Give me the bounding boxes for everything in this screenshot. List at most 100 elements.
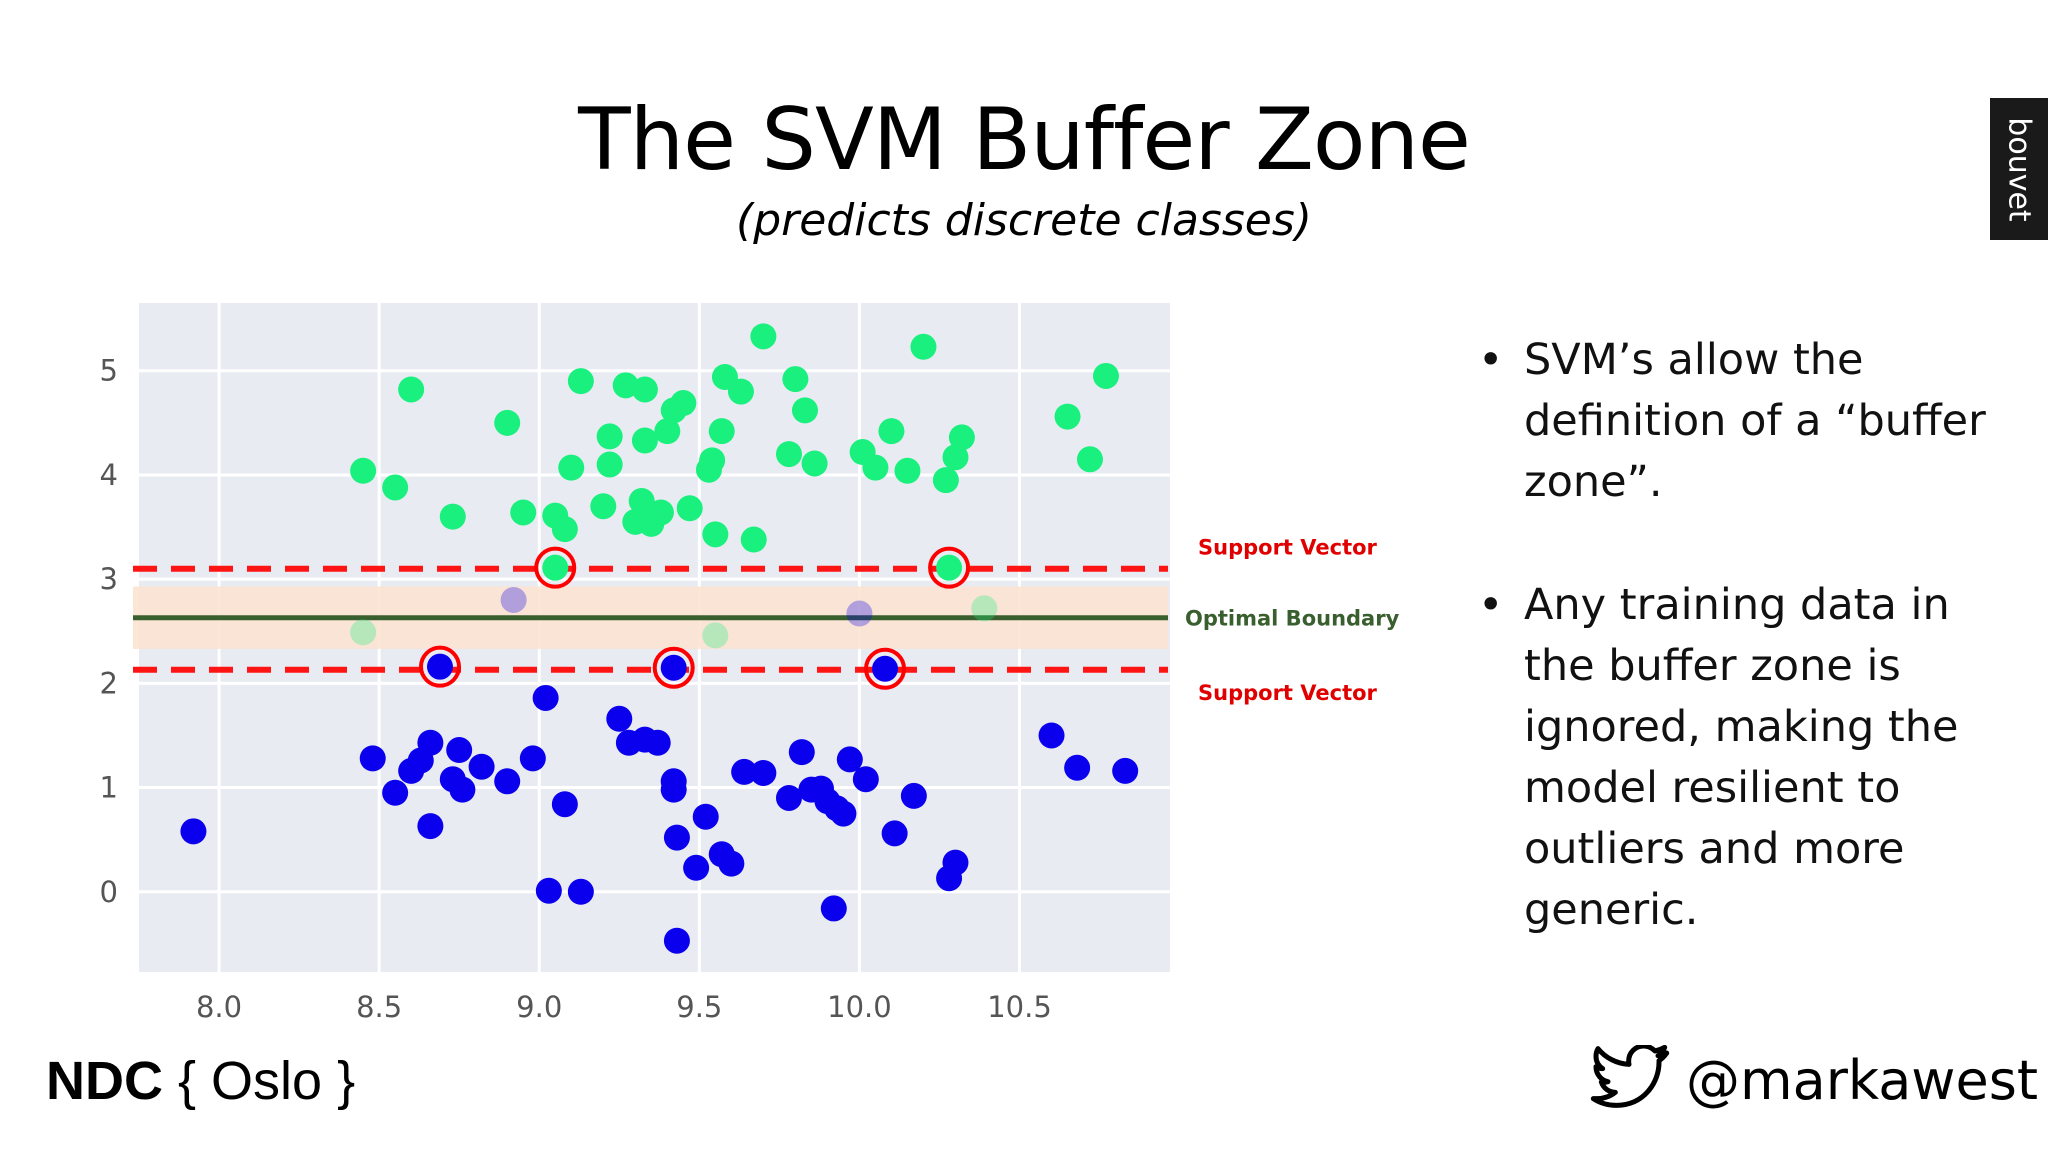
data-points xyxy=(180,323,1139,954)
upper-class-point xyxy=(567,368,594,395)
lower-class-point xyxy=(382,779,409,806)
upper-class-point xyxy=(628,487,655,514)
upper-class-point xyxy=(740,526,767,553)
lower-class-point xyxy=(830,800,857,827)
upper-class-point xyxy=(942,444,969,471)
upper-class-point xyxy=(1054,403,1081,430)
lower-class-point xyxy=(750,759,777,786)
support-vector-ring xyxy=(928,546,971,589)
support-vector-point xyxy=(542,554,569,581)
slide-subtitle: (predicts discrete classes) xyxy=(736,195,1312,246)
bullet-list: SVM’s allow the definition of a “buffer … xyxy=(1470,330,2010,1003)
upper-class-point xyxy=(862,454,889,481)
upper-class-point xyxy=(439,503,466,530)
lower-class-point xyxy=(852,766,879,793)
lower-class-point xyxy=(417,813,444,840)
upper-class-point xyxy=(727,378,754,405)
upper-class-point xyxy=(670,390,697,417)
lower-class-point xyxy=(718,850,745,877)
twitter-bird-icon xyxy=(1590,1045,1670,1108)
lower-class-point xyxy=(683,854,710,881)
upper-class-point xyxy=(782,366,809,393)
y-tick-label: 1 xyxy=(100,771,118,805)
lower-class-point xyxy=(820,895,847,922)
y-tick-label: 5 xyxy=(100,354,118,388)
support-vector-point xyxy=(872,655,899,682)
upper-class-point xyxy=(510,499,537,526)
lower-class-point xyxy=(663,927,690,954)
upper-class-point xyxy=(350,457,377,484)
lower-class-point xyxy=(468,753,495,780)
upper-class-point xyxy=(801,450,828,477)
lower-class-point xyxy=(881,820,908,847)
tick-labels: 8.0 8.5 9.0 9.5 10.0 10.5 0 1 2 3 4 5 xyxy=(100,354,1052,1024)
lower-class-point xyxy=(692,803,719,830)
lower-class-point xyxy=(532,684,559,711)
buffer-zone-point xyxy=(350,619,377,646)
buffer-zone-point xyxy=(500,586,527,613)
support-vector-ring xyxy=(652,646,695,689)
lower-class-point xyxy=(788,739,815,766)
lower-class-point xyxy=(494,768,521,795)
x-tick-label: 9.0 xyxy=(516,990,562,1024)
lower-class-point xyxy=(446,737,473,764)
upper-class-point xyxy=(948,424,975,451)
upper-class-point xyxy=(596,451,623,478)
upper-class-point xyxy=(676,495,703,522)
upper-class-point xyxy=(750,323,777,350)
upper-class-point xyxy=(654,418,681,445)
upper-class-point xyxy=(699,447,726,474)
upper-class-point xyxy=(775,441,802,468)
y-tick-label: 2 xyxy=(100,666,118,700)
bullet-item: Any training data in the buffer zone is … xyxy=(1470,575,2010,941)
upper-class-point xyxy=(1092,362,1119,389)
buffer-zone-point xyxy=(846,600,873,627)
lower-class-point xyxy=(942,849,969,876)
buffer-zone-point xyxy=(702,622,729,649)
x-tick-label: 8.0 xyxy=(196,990,242,1024)
x-tick-label: 10.5 xyxy=(987,990,1052,1024)
support-vector-point xyxy=(936,554,963,581)
buffer-zone-point xyxy=(971,595,998,622)
upper-class-point xyxy=(708,418,735,445)
lower-class-point xyxy=(1112,757,1139,784)
brand-tab: bouvet xyxy=(1990,98,2048,240)
support-vector-label: Support Vector xyxy=(1198,681,1378,705)
support-vector-point xyxy=(660,654,687,681)
upper-class-point xyxy=(590,493,617,520)
slide-title: The SVM Buffer Zone xyxy=(578,90,1471,190)
upper-class-point xyxy=(631,376,658,403)
upper-class-point xyxy=(702,521,729,548)
logo-oslo: { Oslo } xyxy=(178,1051,356,1111)
lower-class-point xyxy=(900,782,927,809)
lower-class-point xyxy=(606,705,633,732)
upper-class-point xyxy=(596,423,623,450)
support-vector-ring xyxy=(534,546,577,589)
upper-class-point xyxy=(551,516,578,543)
optimal-boundary-label: Optimal Boundary xyxy=(1185,607,1400,631)
twitter-handle[interactable]: @markawest xyxy=(1590,1040,2038,1120)
upper-class-point xyxy=(1076,446,1103,473)
upper-class-point xyxy=(932,467,959,494)
boundary-lines xyxy=(133,565,1168,673)
support-vector-ring xyxy=(864,647,907,690)
line-labels: Support Vector Optimal Boundary Support Ve… xyxy=(1185,536,1400,705)
twitter-handle-text: @markawest xyxy=(1686,1048,2039,1112)
support-vector-point xyxy=(426,653,453,680)
lower-class-point xyxy=(449,776,476,803)
upper-class-point xyxy=(494,409,521,436)
x-tick-label: 8.5 xyxy=(356,990,402,1024)
lower-class-point xyxy=(359,745,386,772)
upper-class-point xyxy=(382,474,409,501)
lower-class-point xyxy=(1038,722,1065,749)
lower-class-point xyxy=(417,729,444,756)
y-tick-label: 0 xyxy=(100,875,118,909)
upper-class-point xyxy=(878,418,905,445)
y-tick-label: 4 xyxy=(100,458,118,492)
ndc-oslo-logo: NDC { Oslo } xyxy=(46,1050,355,1112)
lower-class-point xyxy=(535,877,562,904)
support-vector-ring xyxy=(418,645,461,688)
lower-class-point xyxy=(180,818,207,845)
lower-class-point xyxy=(775,784,802,811)
